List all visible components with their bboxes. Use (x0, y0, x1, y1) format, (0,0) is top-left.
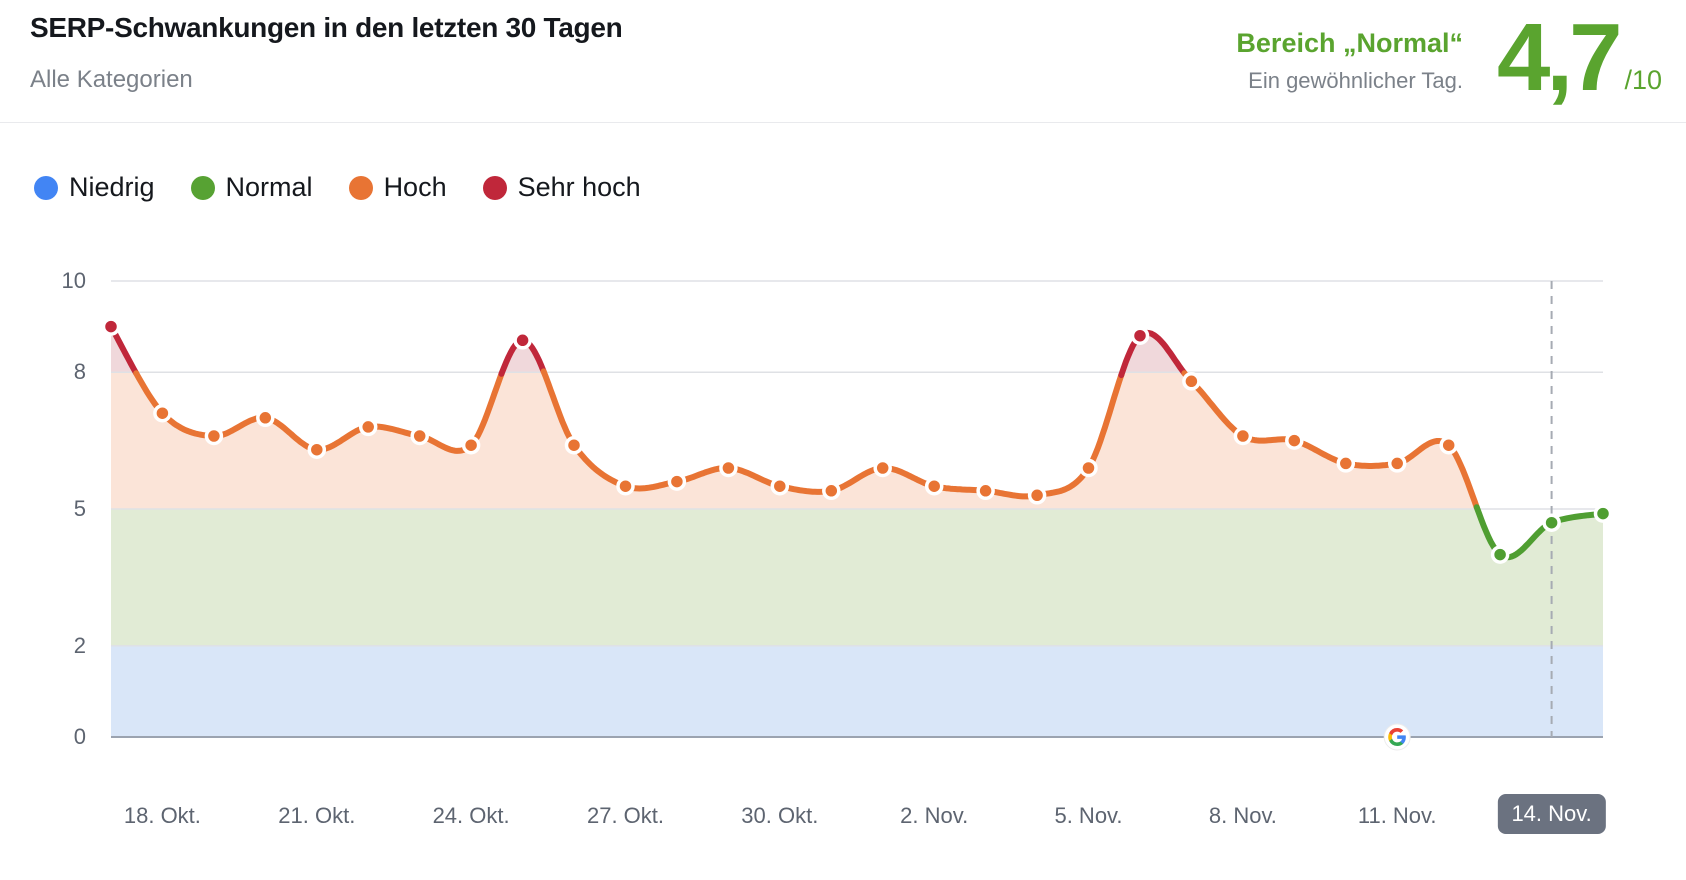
normal-dot-icon (190, 175, 215, 200)
data-point[interactable] (1490, 545, 1510, 564)
sensor-range-label: Bereich „Normal“ (1236, 28, 1463, 58)
y-tick-label: 0 (73, 724, 86, 749)
x-tick-label: 24. Okt. (432, 803, 510, 828)
data-point[interactable] (719, 458, 738, 478)
data-point[interactable] (1542, 513, 1561, 532)
volatility-line (1181, 370, 1480, 511)
sensor-status-text: Bereich „Normal“ Ein gewöhnlicher Tag. (1236, 16, 1463, 94)
data-point[interactable] (616, 476, 635, 496)
y-tick-label: 10 (61, 268, 86, 293)
data-point[interactable] (1182, 372, 1201, 391)
x-tick-label: 27. Okt. (586, 803, 665, 828)
data-point[interactable] (924, 476, 944, 496)
legend-item-normal[interactable]: Normal (190, 172, 313, 203)
sensor-score-value: 4,7 (1497, 4, 1622, 111)
volatility-line (540, 368, 1125, 500)
legend-item-label: Niedrig (69, 172, 155, 202)
data-point[interactable] (1593, 504, 1613, 523)
data-point[interactable] (873, 458, 892, 478)
data-point[interactable] (1027, 486, 1047, 505)
legend-item-hoch[interactable]: Hoch (348, 172, 447, 203)
data-point[interactable] (1079, 458, 1098, 478)
category-filter-label: Alle Kategorien (30, 66, 193, 93)
data-point[interactable] (256, 408, 275, 428)
x-tick-label: 2. Nov. (900, 803, 969, 828)
data-point[interactable] (770, 476, 790, 496)
data-point[interactable] (153, 403, 172, 423)
header-divider (0, 122, 1686, 123)
data-point[interactable] (976, 481, 995, 501)
x-tick-label: 8. Nov. (1208, 803, 1277, 828)
data-point[interactable] (667, 472, 687, 491)
x-tick-label: 5. Nov. (1054, 803, 1123, 828)
data-point[interactable] (307, 440, 327, 459)
y-tick-label: 8 (73, 359, 86, 385)
legend-item-label: Hoch (383, 172, 447, 202)
x-tick-label: 18. Okt. (123, 803, 201, 828)
sensor-range-description: Ein gewöhnlicher Tag. (1248, 68, 1463, 93)
data-point[interactable] (204, 426, 224, 446)
data-point[interactable] (461, 435, 481, 455)
data-point[interactable] (1439, 435, 1458, 455)
x-tick-label: 21. Okt. (278, 803, 356, 828)
y-tick-label: 2 (73, 632, 86, 658)
legend-item-label: Normal (225, 172, 313, 202)
sehr-hoch-dot-icon (482, 175, 507, 200)
chart-legend: Niedrig Normal Hoch Sehr hoch (34, 172, 641, 203)
y-tick-label: 5 (73, 496, 86, 521)
data-point[interactable] (822, 481, 841, 501)
data-point[interactable] (513, 331, 532, 350)
sensor-score-suffix: /10 (1624, 65, 1662, 96)
niedrig-dot-icon (34, 175, 58, 200)
x-tick-badge-today[interactable]: 14. Nov. (1497, 794, 1606, 834)
data-point[interactable] (358, 417, 378, 437)
data-point[interactable] (1233, 426, 1253, 446)
widget-header: SERP-Schwankungen in den letzten 30 Tage… (30, 12, 623, 94)
data-point[interactable] (564, 435, 584, 455)
google-update-icon[interactable] (1383, 723, 1411, 751)
x-tick-label: 30. Okt. (741, 803, 819, 828)
volatility-line (1118, 329, 1188, 379)
data-point[interactable] (101, 317, 121, 336)
sensor-score-block: Bereich „Normal“ Ein gewöhnlicher Tag. 4… (1236, 4, 1662, 111)
sensor-score: 4,7 /10 (1497, 4, 1662, 111)
data-point[interactable] (1285, 431, 1304, 450)
legend-item-niedrig[interactable]: Niedrig (34, 172, 155, 203)
hoch-dot-icon (348, 175, 373, 200)
data-point[interactable] (1130, 326, 1150, 345)
legend-item-sehr-hoch[interactable]: Sehr hoch (482, 172, 641, 203)
page-title: SERP-Schwankungen in den letzten 30 Tage… (30, 12, 623, 43)
data-point[interactable] (1336, 454, 1356, 473)
legend-item-label: Sehr hoch (517, 172, 641, 202)
x-tick-label: 11. Nov. (1357, 803, 1437, 828)
data-point[interactable] (1387, 454, 1407, 473)
data-point[interactable] (410, 426, 429, 446)
